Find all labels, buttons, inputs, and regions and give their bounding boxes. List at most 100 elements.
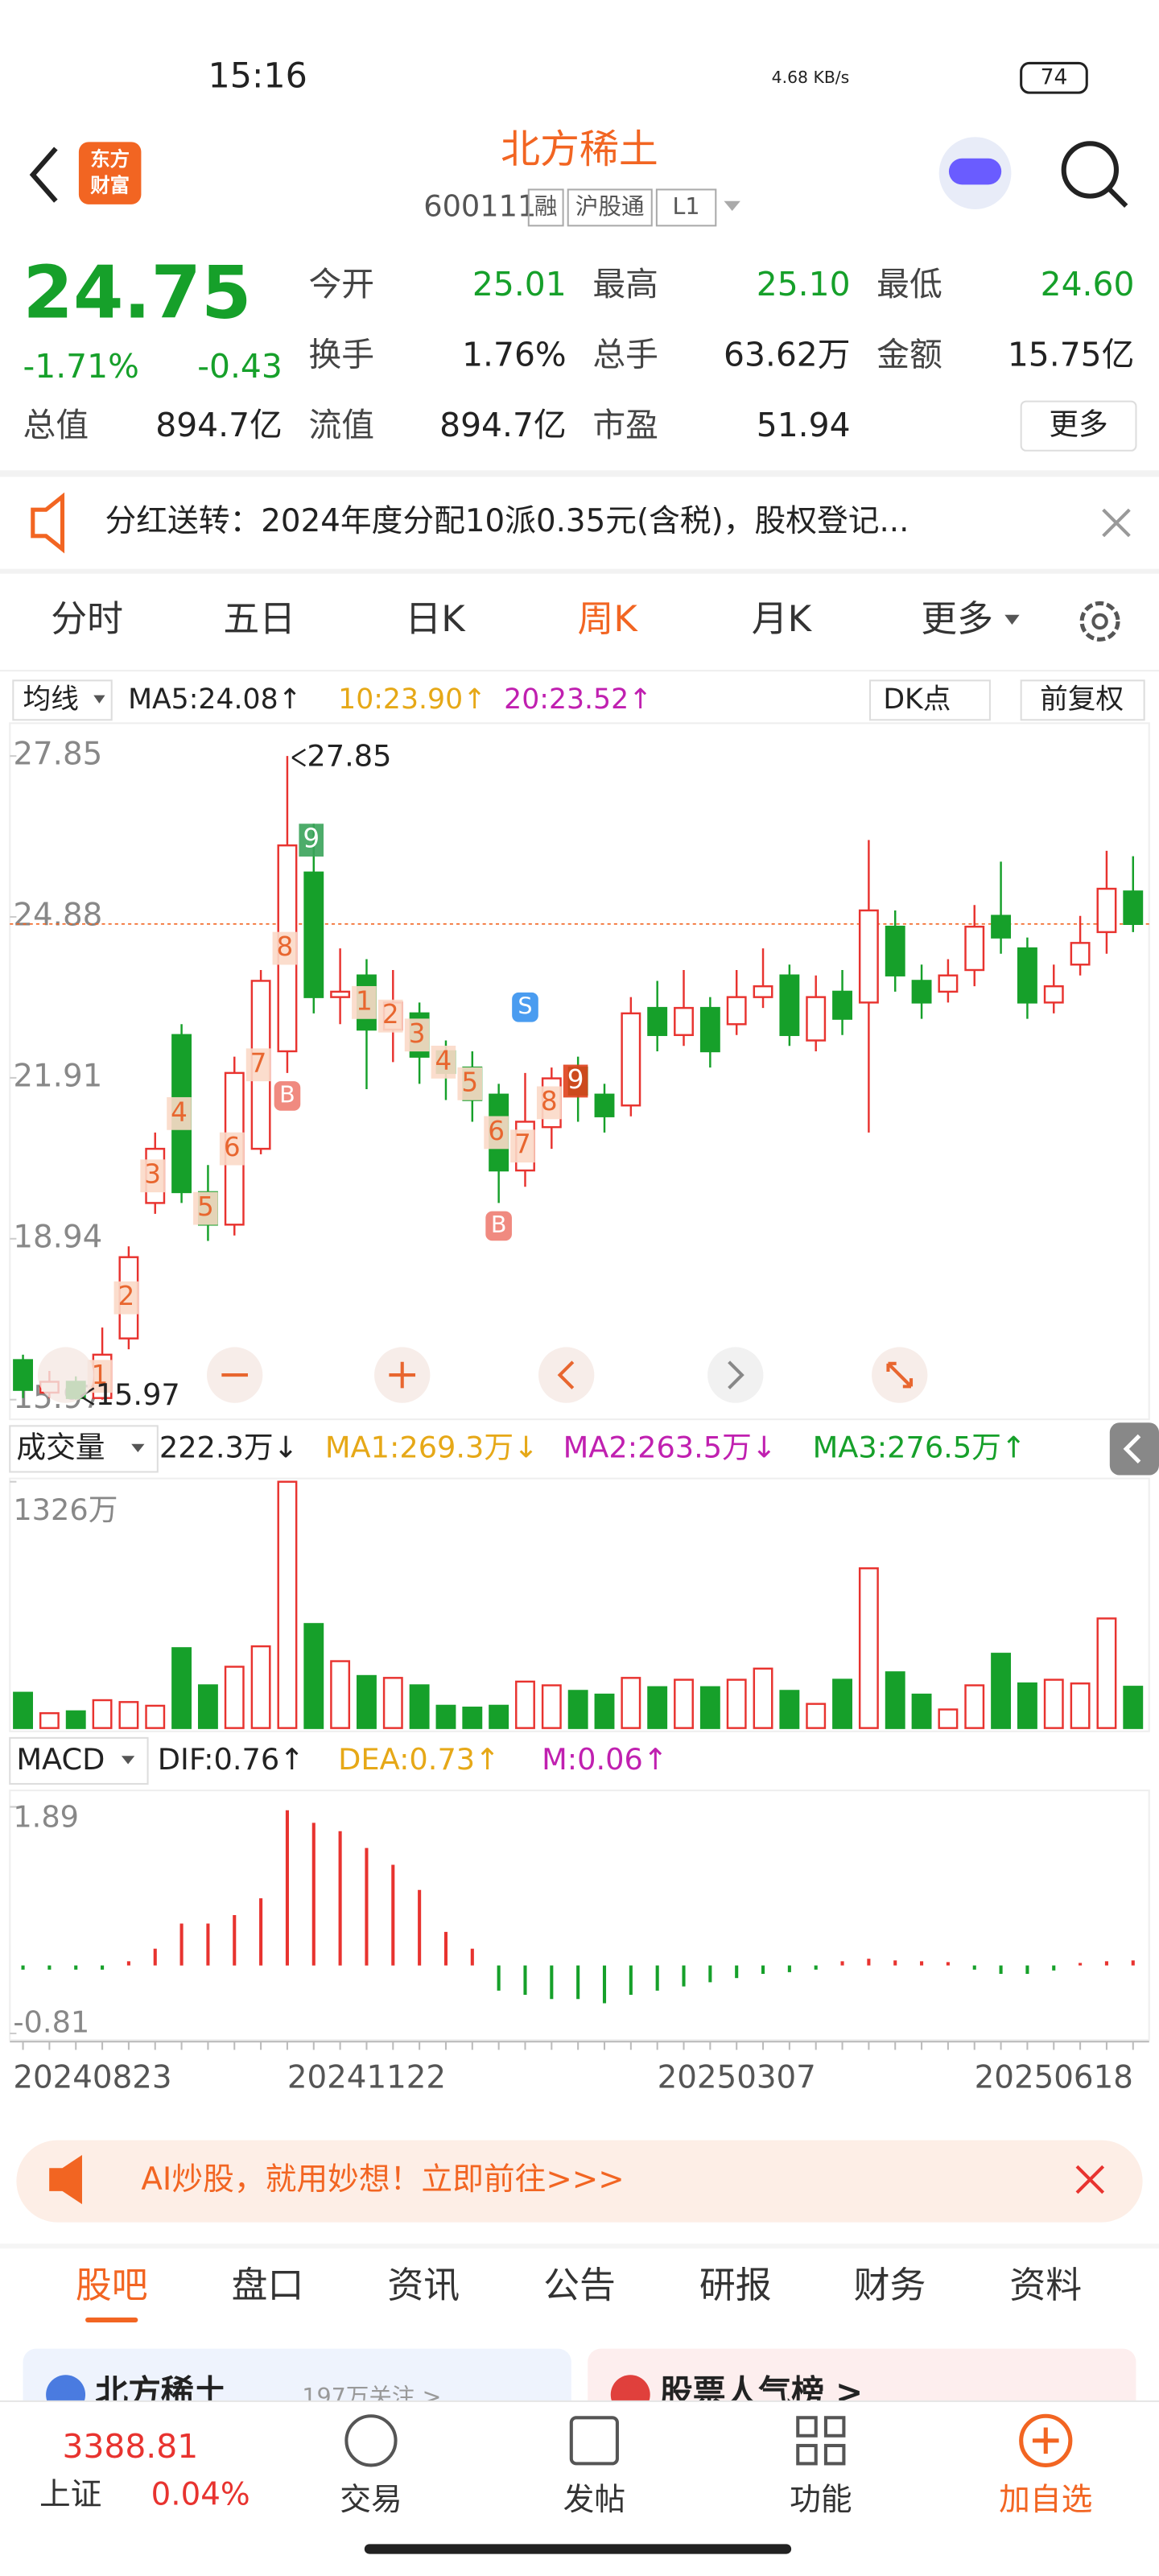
tag-text: 融 — [534, 192, 558, 220]
func-cell — [823, 2416, 846, 2438]
macd-select[interactable] — [9, 1736, 149, 1785]
signal-box — [512, 992, 538, 1022]
volume-bar — [541, 1684, 562, 1729]
nav-label[interactable]: 加自选 — [999, 2482, 1092, 2518]
zoom-controls — [37, 1347, 928, 1403]
tab-underline — [85, 2317, 138, 2322]
td-box — [536, 1086, 562, 1120]
side-tab[interactable] — [1109, 1422, 1159, 1476]
volume-bar — [779, 1690, 800, 1729]
x-tick-label: 20241122 — [287, 2060, 446, 2096]
zoom-button[interactable] — [37, 1347, 94, 1403]
change-pct: -1.71% — [23, 347, 139, 386]
x-tick-label: 20250618 — [975, 2060, 1133, 2096]
index-change: 0.04% — [151, 2477, 250, 2513]
more-button[interactable] — [1020, 400, 1137, 452]
candle-body — [303, 871, 324, 998]
section-tab[interactable]: 财务 — [854, 2264, 926, 2306]
dropdown — [93, 695, 105, 704]
volume-bar — [357, 1674, 377, 1729]
candle-body — [1070, 942, 1091, 966]
nav-label[interactable]: 功能 — [790, 2482, 852, 2518]
macd-frame — [9, 1790, 1150, 2041]
volume-bar — [1070, 1682, 1091, 1729]
section-tab[interactable]: 资讯 — [387, 2264, 460, 2306]
dk-button[interactable] — [869, 679, 991, 721]
banner-close[interactable] — [1075, 2165, 1105, 2194]
settings-icon[interactable] — [1079, 601, 1120, 642]
trade-icon[interactable] — [344, 2414, 398, 2467]
tag-text: 沪股通 — [575, 192, 645, 220]
ma-select[interactable] — [12, 679, 113, 721]
post-icon[interactable] — [569, 2416, 619, 2466]
nav-label[interactable]: 发帖 — [563, 2482, 626, 2518]
marker-label: 27.85 — [307, 739, 391, 774]
ma5: MA5:24.08↑ — [128, 683, 302, 716]
field-value: 1.76% — [462, 336, 567, 374]
candle-body — [1017, 947, 1037, 1004]
field-label: 换手 — [308, 336, 374, 374]
pan-left[interactable] — [538, 1347, 595, 1403]
banner[interactable] — [16, 2140, 1143, 2223]
volume-bar — [911, 1693, 932, 1729]
td-label: 2 — [382, 999, 399, 1030]
x-tick-label: 20240823 — [13, 2060, 171, 2096]
func-icon[interactable] — [796, 2416, 846, 2466]
td-label: 5 — [461, 1067, 478, 1097]
td-box — [167, 1096, 192, 1130]
section-tab[interactable]: 公告 — [543, 2264, 616, 2306]
section-tab[interactable]: 盘口 — [232, 2264, 304, 2306]
dropdown — [131, 1443, 145, 1452]
marker-label: 15.97 — [96, 1377, 180, 1412]
tab: 日K — [405, 597, 466, 640]
td-box — [113, 1281, 139, 1315]
volume-current: 222.3万↓ — [159, 1430, 299, 1464]
candle-body — [1096, 887, 1117, 934]
dk-label: DK点 — [883, 683, 951, 716]
add-icon[interactable] — [1019, 2413, 1073, 2467]
marker-arrow — [291, 748, 307, 767]
nav-label[interactable]: 交易 — [340, 2482, 402, 2518]
volume-ma3: MA3:276.5万↑ — [813, 1430, 1026, 1464]
speaker-icon — [31, 492, 65, 554]
volume-bar — [726, 1678, 747, 1729]
section-tab[interactable]: 研报 — [699, 2264, 772, 2306]
volume-bar — [65, 1710, 86, 1729]
search-handle — [1107, 188, 1128, 208]
back-icon[interactable] — [29, 147, 58, 203]
ma10: 10:23.90↑ — [338, 683, 486, 716]
dropdown — [121, 1756, 135, 1765]
td-box — [484, 1116, 509, 1150]
adjust-button[interactable] — [1020, 679, 1145, 721]
field-label: 最低 — [876, 265, 942, 303]
field-value: 25.10 — [757, 265, 851, 303]
volume-select[interactable] — [9, 1425, 159, 1473]
y-tick-label: -0.81 — [13, 2004, 89, 2039]
candle-body — [13, 1359, 33, 1391]
td-box — [457, 1067, 483, 1100]
td-label: 5 — [197, 1191, 214, 1222]
candle-body — [330, 990, 351, 998]
td-box — [299, 824, 324, 857]
home-indicator — [364, 2544, 792, 2554]
volume-bar — [567, 1690, 588, 1729]
pan-right[interactable] — [707, 1347, 764, 1403]
volume-ma2: MA2:263.5万↓ — [563, 1430, 777, 1464]
price: 24.75 — [23, 251, 252, 335]
volume-bar — [594, 1693, 615, 1729]
func-cell — [823, 2443, 846, 2466]
td-box — [140, 1159, 165, 1193]
td-label: 1 — [92, 1360, 109, 1390]
candle-body — [674, 1006, 694, 1036]
td-label: 4 — [435, 1045, 452, 1075]
field-label: 市盈 — [592, 406, 658, 444]
close-icon[interactable] — [1102, 508, 1131, 538]
volume-bar — [250, 1645, 271, 1729]
macd-dea: DEA:0.73↑ — [338, 1742, 500, 1777]
section-tab[interactable]: 资料 — [1009, 2264, 1082, 2306]
td-box — [193, 1191, 218, 1225]
search-icon[interactable] — [1061, 141, 1120, 199]
volume-ma1: MA1:269.3万↓ — [325, 1430, 538, 1464]
section-tab[interactable]: 股吧 — [76, 2264, 148, 2306]
